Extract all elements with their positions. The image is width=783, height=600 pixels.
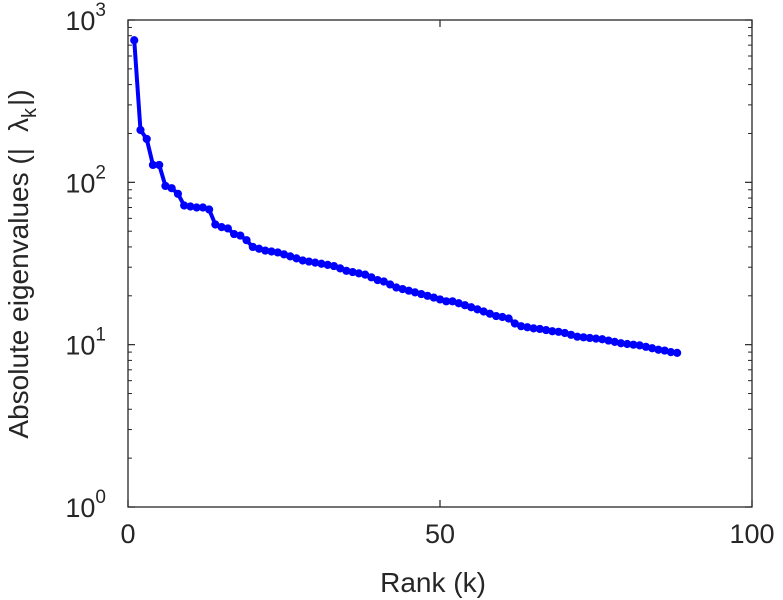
y-axis-title-prefix: Absolute eigenvalues (| [3,148,34,439]
y-axis-title-suffix: |) [3,89,34,106]
data-point [242,236,251,245]
y-tick-exponent: 1 [95,325,106,346]
y-tick-exponent: 2 [95,162,106,183]
data-point [504,314,513,323]
data-point [236,231,245,240]
x-tick-label: 0 [120,519,135,549]
y-tick-label: 100 [65,487,106,523]
data-point [155,160,164,170]
y-tick-label: 101 [65,325,106,361]
data-point [223,224,232,233]
data-point [173,189,183,198]
data-point [205,205,214,214]
y-axis-title: Absolute eigenvalues (| λk|) [3,89,41,438]
x-axis-ticks: 0 50 100 [120,20,775,549]
y-tick-label: 102 [65,162,106,198]
x-tick-label: 50 [425,519,455,549]
data-point [142,134,151,144]
y-tick-label: 103 [65,0,106,36]
y-axis-title-subscript: k [19,107,41,118]
data-point [167,184,176,193]
y-tick-base: 10 [65,331,95,361]
y-tick-exponent: 0 [95,487,106,508]
data-point [136,125,145,135]
data-point [673,348,682,357]
y-tick-base: 10 [65,168,95,198]
series-layer [130,36,682,357]
data-point [130,36,139,45]
y-axis-title-lambda: λ [3,118,34,132]
y-tick-exponent: 3 [95,0,106,21]
y-tick-base: 10 [65,493,95,523]
x-axis-title: Rank (k) [380,567,486,598]
y-tick-base: 10 [65,6,95,36]
x-tick-label: 100 [729,519,774,549]
plot-area [127,19,753,508]
